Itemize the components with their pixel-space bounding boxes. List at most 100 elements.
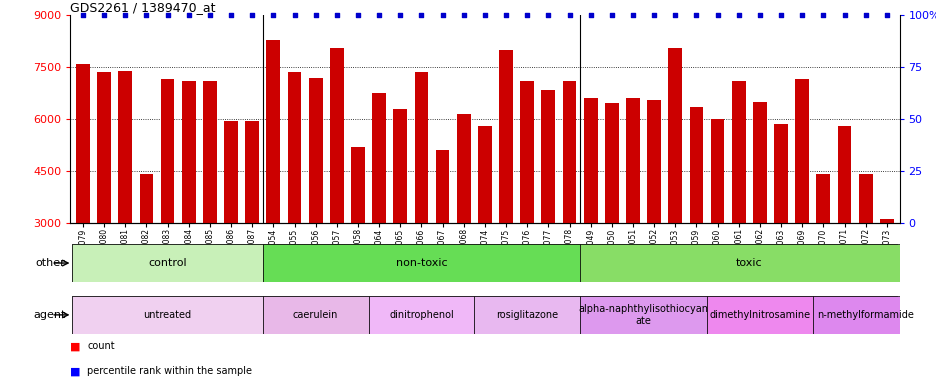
Point (878, 12, 893, 18)
Bar (879, 219, 893, 326)
Point (562, 12, 577, 18)
Text: n-methylformamide: n-methylformamide (816, 310, 914, 320)
Bar (707, 296, 812, 334)
Bar (773, 124, 787, 326)
Point (604, 12, 619, 18)
Text: alpha-naphthylisothiocyan
ate: alpha-naphthylisothiocyan ate (578, 304, 708, 326)
Bar (858, 174, 871, 326)
Point (329, 12, 344, 18)
Bar (414, 73, 428, 326)
Bar (262, 244, 579, 282)
Text: toxic: toxic (735, 258, 762, 268)
Point (498, 12, 513, 18)
Point (308, 12, 323, 18)
Text: GDS2261 / 1389470_at: GDS2261 / 1389470_at (70, 1, 215, 14)
Text: count: count (87, 341, 114, 351)
Bar (647, 100, 660, 326)
Bar (689, 107, 703, 326)
Bar (435, 150, 449, 326)
Bar (477, 126, 491, 326)
Bar (224, 121, 238, 326)
Point (688, 12, 703, 18)
Bar (731, 81, 745, 326)
Bar (266, 40, 280, 326)
Point (244, 12, 259, 18)
Bar (161, 79, 174, 326)
Text: non-toxic: non-toxic (395, 258, 446, 268)
Point (646, 12, 661, 18)
Point (582, 12, 597, 18)
Bar (245, 121, 258, 326)
Point (625, 12, 640, 18)
Bar (182, 81, 196, 326)
Text: dinitrophenol: dinitrophenol (388, 310, 453, 320)
Bar (457, 114, 470, 326)
Text: control: control (148, 258, 186, 268)
Point (434, 12, 449, 18)
Point (519, 12, 534, 18)
Bar (203, 81, 216, 326)
Bar (329, 48, 344, 326)
Text: ■: ■ (70, 366, 80, 376)
Bar (139, 174, 154, 326)
Bar (837, 126, 851, 326)
Bar (625, 98, 639, 326)
Bar (499, 50, 512, 326)
Point (202, 12, 217, 18)
Bar (474, 296, 579, 334)
Bar (351, 147, 364, 326)
Text: percentile rank within the sample: percentile rank within the sample (87, 366, 252, 376)
Bar (262, 296, 368, 334)
Point (667, 12, 682, 18)
Bar (605, 104, 618, 326)
Bar (710, 119, 724, 326)
Bar (393, 109, 407, 326)
Bar (541, 90, 555, 326)
Text: agent: agent (33, 310, 66, 320)
Bar (795, 79, 808, 326)
Point (350, 12, 365, 18)
Text: dimethylnitrosamine: dimethylnitrosamine (709, 310, 810, 320)
Point (456, 12, 471, 18)
Point (76, 12, 91, 18)
Point (857, 12, 872, 18)
Point (372, 12, 387, 18)
Point (392, 12, 407, 18)
Bar (753, 102, 766, 326)
Point (709, 12, 724, 18)
Point (794, 12, 809, 18)
Bar (562, 81, 576, 326)
Point (96, 12, 111, 18)
Bar (76, 64, 90, 326)
Point (730, 12, 745, 18)
Point (118, 12, 133, 18)
Bar (519, 81, 534, 326)
Bar (667, 48, 681, 326)
Text: rosiglitazone: rosiglitazone (496, 310, 558, 320)
Point (752, 12, 767, 18)
Bar (579, 244, 917, 282)
Bar (72, 244, 262, 282)
Point (773, 12, 788, 18)
Point (139, 12, 154, 18)
Bar (812, 296, 917, 334)
Bar (579, 296, 707, 334)
Point (266, 12, 281, 18)
Bar (368, 296, 474, 334)
Point (160, 12, 175, 18)
Bar (583, 98, 597, 326)
Point (181, 12, 196, 18)
Point (836, 12, 851, 18)
Text: caerulein: caerulein (293, 310, 338, 320)
Text: untreated: untreated (143, 310, 192, 320)
Bar (118, 71, 132, 326)
Bar (815, 174, 829, 326)
Bar (97, 73, 110, 326)
Bar (309, 78, 322, 326)
Text: ■: ■ (70, 341, 80, 351)
Point (540, 12, 555, 18)
Point (224, 12, 239, 18)
Bar (287, 73, 301, 326)
Bar (72, 296, 262, 334)
Bar (372, 93, 386, 326)
